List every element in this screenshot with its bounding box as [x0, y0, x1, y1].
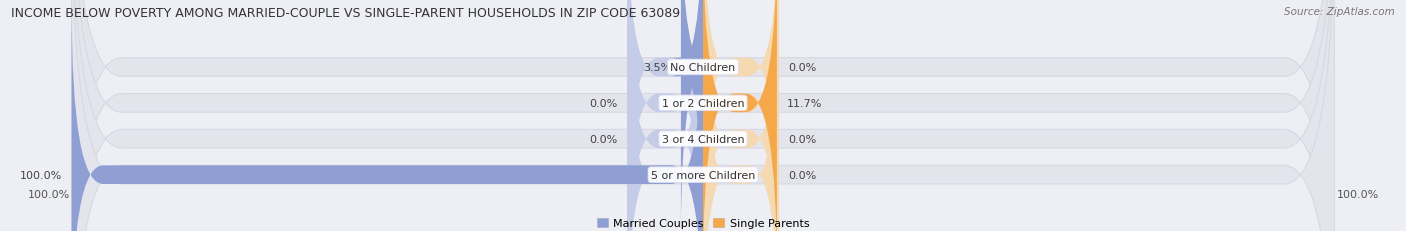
Text: 1 or 2 Children: 1 or 2 Children — [662, 98, 744, 108]
FancyBboxPatch shape — [72, 0, 1334, 231]
FancyBboxPatch shape — [703, 0, 779, 231]
FancyBboxPatch shape — [72, 0, 1334, 231]
Text: Source: ZipAtlas.com: Source: ZipAtlas.com — [1284, 7, 1395, 17]
Legend: Married Couples, Single Parents: Married Couples, Single Parents — [592, 214, 814, 231]
Text: 11.7%: 11.7% — [786, 98, 821, 108]
FancyBboxPatch shape — [72, 0, 1334, 231]
FancyBboxPatch shape — [703, 0, 779, 231]
FancyBboxPatch shape — [703, 0, 779, 231]
FancyBboxPatch shape — [703, 0, 778, 231]
Text: 0.0%: 0.0% — [789, 170, 817, 180]
FancyBboxPatch shape — [672, 0, 713, 231]
Text: No Children: No Children — [671, 63, 735, 73]
Text: 0.0%: 0.0% — [789, 134, 817, 144]
FancyBboxPatch shape — [627, 0, 703, 231]
FancyBboxPatch shape — [627, 0, 703, 231]
Text: 100.0%: 100.0% — [20, 170, 62, 180]
Text: 100.0%: 100.0% — [27, 190, 70, 200]
Text: 3 or 4 Children: 3 or 4 Children — [662, 134, 744, 144]
Text: 100.0%: 100.0% — [1336, 190, 1379, 200]
Text: INCOME BELOW POVERTY AMONG MARRIED-COUPLE VS SINGLE-PARENT HOUSEHOLDS IN ZIP COD: INCOME BELOW POVERTY AMONG MARRIED-COUPL… — [11, 7, 681, 20]
Text: 0.0%: 0.0% — [789, 63, 817, 73]
FancyBboxPatch shape — [627, 0, 703, 231]
Text: 0.0%: 0.0% — [589, 98, 617, 108]
FancyBboxPatch shape — [72, 6, 703, 231]
Text: 0.0%: 0.0% — [589, 134, 617, 144]
FancyBboxPatch shape — [72, 0, 1334, 231]
Text: 5 or more Children: 5 or more Children — [651, 170, 755, 180]
Text: 3.5%: 3.5% — [643, 63, 672, 73]
FancyBboxPatch shape — [703, 6, 779, 231]
FancyBboxPatch shape — [627, 6, 703, 231]
